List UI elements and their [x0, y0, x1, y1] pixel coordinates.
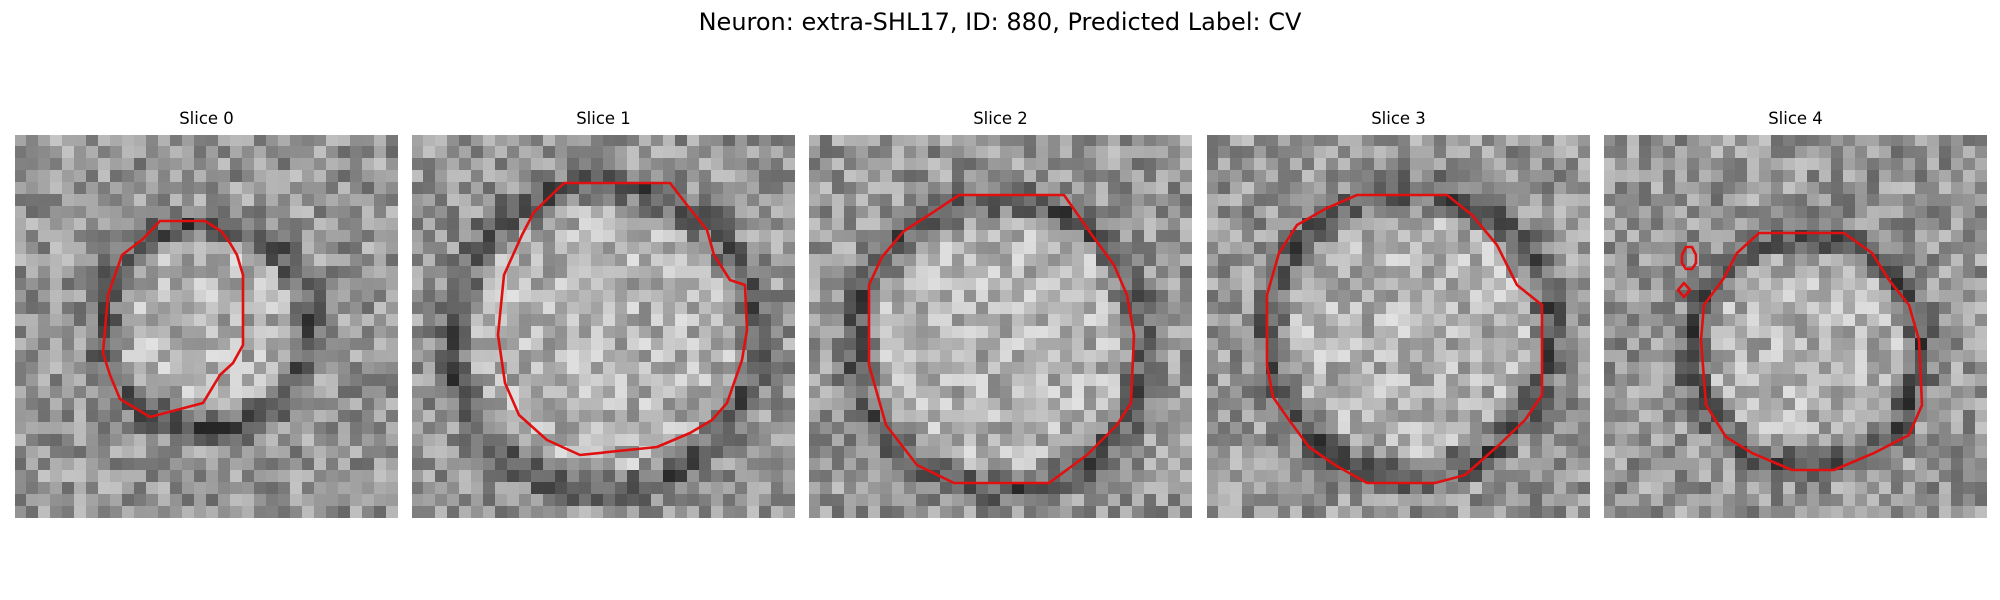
slice-image [15, 135, 398, 518]
slice-panel-4: Slice 4 [1604, 109, 1987, 521]
slice-panel-1: Slice 1 [412, 109, 795, 521]
slice-title: Slice 1 [576, 109, 631, 128]
figure-title: Neuron: extra-SHL17, ID: 880, Predicted … [698, 8, 1302, 36]
slice-image [412, 135, 795, 518]
slice-title: Slice 4 [1768, 109, 1823, 128]
slice-title: Slice 3 [1371, 109, 1426, 128]
slice-panel-3: Slice 3 [1207, 109, 1590, 521]
slice-image [809, 135, 1192, 518]
slice-image [1207, 135, 1590, 518]
slice-panel-2: Slice 2 [809, 109, 1192, 521]
slice-title: Slice 2 [973, 109, 1028, 128]
slice-title: Slice 0 [179, 109, 234, 128]
slice-panel-0: Slice 0 [15, 109, 398, 521]
slice-image [1604, 135, 1987, 518]
